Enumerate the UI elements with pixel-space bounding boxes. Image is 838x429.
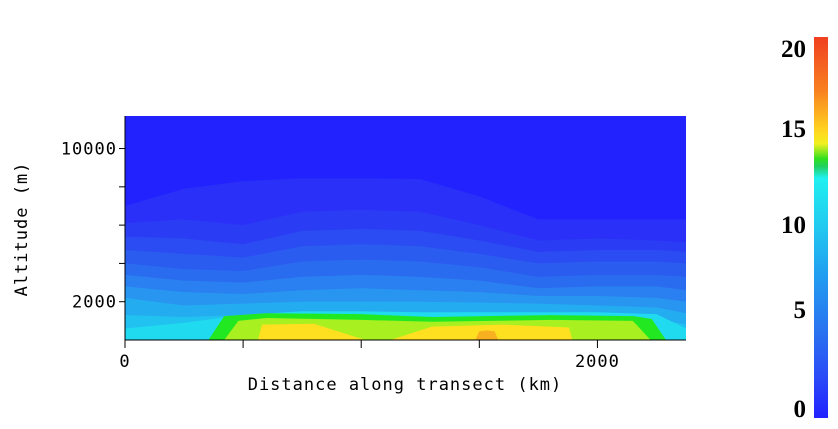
colorbar-label-5: 5	[793, 297, 807, 324]
x-tick-label: 0	[119, 352, 130, 372]
colorbar-label-15: 15	[781, 116, 806, 143]
y-axis-label: Altitude (m)	[12, 162, 32, 297]
contour-fills	[125, 116, 686, 340]
axes: 0 2000 2000 10000	[61, 116, 686, 372]
x-tick-label: 2000	[575, 352, 620, 372]
colorbar-label-20: 20	[781, 36, 806, 63]
y-tick-label: 2000	[72, 293, 117, 313]
colorbar-label-10: 10	[781, 212, 806, 239]
colorbar-label-0: 0	[793, 396, 807, 423]
contour-blob-3	[257, 323, 366, 340]
contour-blob-5	[475, 330, 499, 340]
x-axis-label: Distance along transect (km)	[248, 375, 563, 395]
y-tick-label: 10000	[61, 140, 117, 160]
colorbar	[814, 37, 828, 418]
